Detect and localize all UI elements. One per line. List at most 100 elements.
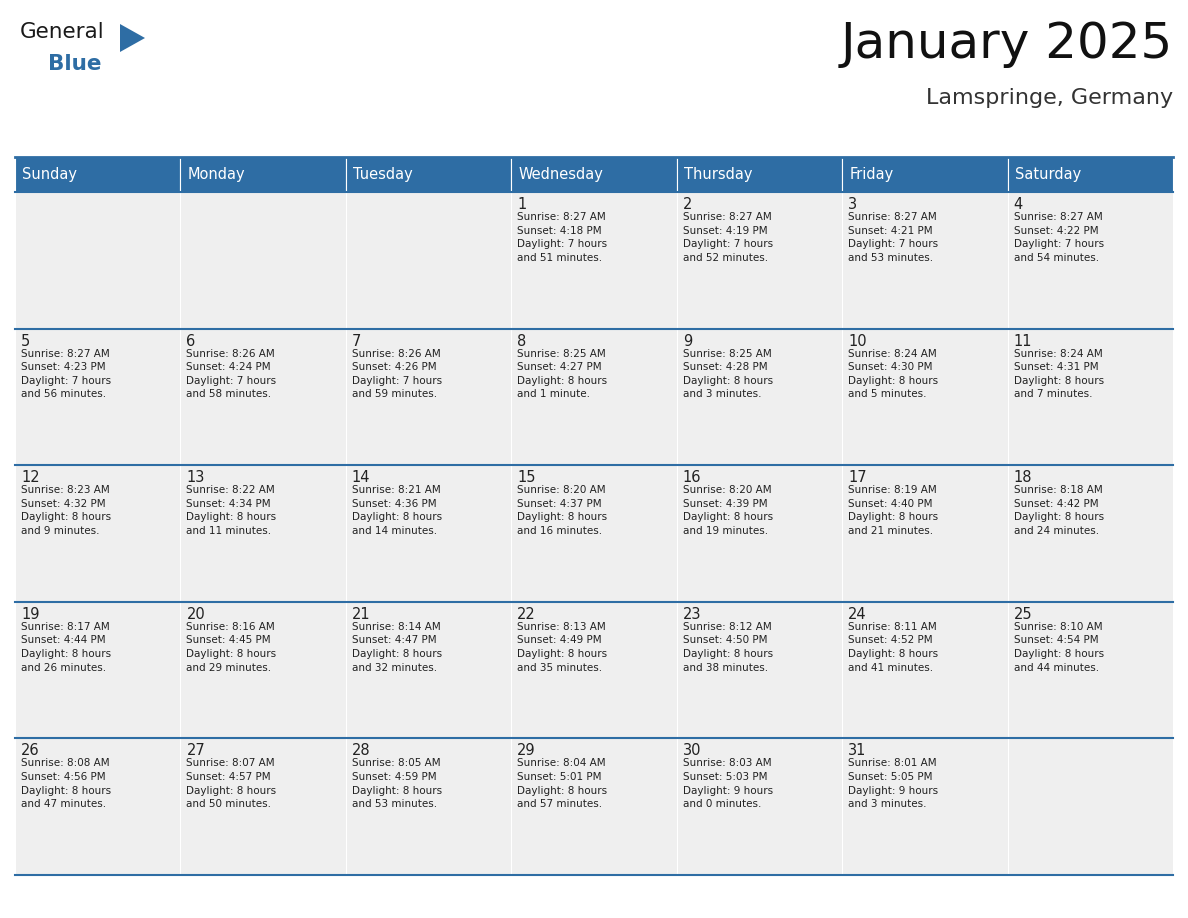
Text: 3: 3 <box>848 197 858 212</box>
Bar <box>1007 465 1173 602</box>
Text: 6: 6 <box>187 333 196 349</box>
Text: Friday: Friday <box>849 167 893 182</box>
Text: 10: 10 <box>848 333 867 349</box>
Bar <box>842 738 1007 875</box>
Text: Sunrise: 8:25 AM
Sunset: 4:27 PM
Daylight: 8 hours
and 1 minute.: Sunrise: 8:25 AM Sunset: 4:27 PM Dayligh… <box>517 349 607 399</box>
Bar <box>677 465 842 602</box>
Text: Sunrise: 8:13 AM
Sunset: 4:49 PM
Daylight: 8 hours
and 35 minutes.: Sunrise: 8:13 AM Sunset: 4:49 PM Dayligh… <box>517 621 607 673</box>
Text: Sunrise: 8:05 AM
Sunset: 4:59 PM
Daylight: 8 hours
and 53 minutes.: Sunrise: 8:05 AM Sunset: 4:59 PM Dayligh… <box>352 758 442 809</box>
Bar <box>1007 738 1173 875</box>
Text: 27: 27 <box>187 744 206 758</box>
Text: 15: 15 <box>517 470 536 486</box>
Bar <box>15 738 181 875</box>
Text: Sunrise: 8:19 AM
Sunset: 4:40 PM
Daylight: 8 hours
and 21 minutes.: Sunrise: 8:19 AM Sunset: 4:40 PM Dayligh… <box>848 486 939 536</box>
Text: Sunrise: 8:07 AM
Sunset: 4:57 PM
Daylight: 8 hours
and 50 minutes.: Sunrise: 8:07 AM Sunset: 4:57 PM Dayligh… <box>187 758 277 809</box>
Bar <box>1007 157 1173 192</box>
Text: Sunrise: 8:27 AM
Sunset: 4:22 PM
Daylight: 7 hours
and 54 minutes.: Sunrise: 8:27 AM Sunset: 4:22 PM Dayligh… <box>1013 212 1104 263</box>
Text: 28: 28 <box>352 744 371 758</box>
Text: Thursday: Thursday <box>684 167 752 182</box>
Bar <box>181 329 346 465</box>
Text: Lamspringe, Germany: Lamspringe, Germany <box>925 88 1173 108</box>
Bar <box>15 329 181 465</box>
Bar <box>346 602 511 738</box>
Bar <box>346 738 511 875</box>
Text: Sunrise: 8:18 AM
Sunset: 4:42 PM
Daylight: 8 hours
and 24 minutes.: Sunrise: 8:18 AM Sunset: 4:42 PM Dayligh… <box>1013 486 1104 536</box>
Bar <box>15 602 181 738</box>
Bar <box>677 192 842 329</box>
Text: 11: 11 <box>1013 333 1032 349</box>
Bar <box>181 465 346 602</box>
Bar <box>346 329 511 465</box>
Text: 30: 30 <box>683 744 701 758</box>
Text: 26: 26 <box>21 744 39 758</box>
Bar <box>677 602 842 738</box>
Text: 4: 4 <box>1013 197 1023 212</box>
Bar <box>511 329 677 465</box>
Text: 13: 13 <box>187 470 204 486</box>
Bar <box>181 192 346 329</box>
Text: Sunrise: 8:03 AM
Sunset: 5:03 PM
Daylight: 9 hours
and 0 minutes.: Sunrise: 8:03 AM Sunset: 5:03 PM Dayligh… <box>683 758 773 809</box>
Bar <box>511 157 677 192</box>
Text: Sunrise: 8:14 AM
Sunset: 4:47 PM
Daylight: 8 hours
and 32 minutes.: Sunrise: 8:14 AM Sunset: 4:47 PM Dayligh… <box>352 621 442 673</box>
Text: Sunrise: 8:16 AM
Sunset: 4:45 PM
Daylight: 8 hours
and 29 minutes.: Sunrise: 8:16 AM Sunset: 4:45 PM Dayligh… <box>187 621 277 673</box>
Bar <box>15 465 181 602</box>
Bar <box>15 157 181 192</box>
Text: 31: 31 <box>848 744 866 758</box>
Text: General: General <box>20 22 105 42</box>
Text: 12: 12 <box>21 470 39 486</box>
Text: Sunrise: 8:24 AM
Sunset: 4:30 PM
Daylight: 8 hours
and 5 minutes.: Sunrise: 8:24 AM Sunset: 4:30 PM Dayligh… <box>848 349 939 399</box>
Text: Sunrise: 8:21 AM
Sunset: 4:36 PM
Daylight: 8 hours
and 14 minutes.: Sunrise: 8:21 AM Sunset: 4:36 PM Dayligh… <box>352 486 442 536</box>
Text: Sunrise: 8:26 AM
Sunset: 4:26 PM
Daylight: 7 hours
and 59 minutes.: Sunrise: 8:26 AM Sunset: 4:26 PM Dayligh… <box>352 349 442 399</box>
Bar <box>1007 192 1173 329</box>
Text: Blue: Blue <box>48 54 101 74</box>
Bar <box>842 602 1007 738</box>
Text: Sunrise: 8:20 AM
Sunset: 4:37 PM
Daylight: 8 hours
and 16 minutes.: Sunrise: 8:20 AM Sunset: 4:37 PM Dayligh… <box>517 486 607 536</box>
Bar <box>346 157 511 192</box>
Bar <box>511 465 677 602</box>
Text: 19: 19 <box>21 607 39 621</box>
Text: Sunrise: 8:11 AM
Sunset: 4:52 PM
Daylight: 8 hours
and 41 minutes.: Sunrise: 8:11 AM Sunset: 4:52 PM Dayligh… <box>848 621 939 673</box>
Text: Sunrise: 8:01 AM
Sunset: 5:05 PM
Daylight: 9 hours
and 3 minutes.: Sunrise: 8:01 AM Sunset: 5:05 PM Dayligh… <box>848 758 939 809</box>
Text: Sunrise: 8:08 AM
Sunset: 4:56 PM
Daylight: 8 hours
and 47 minutes.: Sunrise: 8:08 AM Sunset: 4:56 PM Dayligh… <box>21 758 112 809</box>
Text: Sunrise: 8:25 AM
Sunset: 4:28 PM
Daylight: 8 hours
and 3 minutes.: Sunrise: 8:25 AM Sunset: 4:28 PM Dayligh… <box>683 349 773 399</box>
Text: Sunrise: 8:24 AM
Sunset: 4:31 PM
Daylight: 8 hours
and 7 minutes.: Sunrise: 8:24 AM Sunset: 4:31 PM Dayligh… <box>1013 349 1104 399</box>
Bar <box>842 192 1007 329</box>
Text: Sunrise: 8:26 AM
Sunset: 4:24 PM
Daylight: 7 hours
and 58 minutes.: Sunrise: 8:26 AM Sunset: 4:24 PM Dayligh… <box>187 349 277 399</box>
Text: 18: 18 <box>1013 470 1032 486</box>
Text: 24: 24 <box>848 607 867 621</box>
Text: Sunrise: 8:22 AM
Sunset: 4:34 PM
Daylight: 8 hours
and 11 minutes.: Sunrise: 8:22 AM Sunset: 4:34 PM Dayligh… <box>187 486 277 536</box>
Text: 5: 5 <box>21 333 30 349</box>
Text: 16: 16 <box>683 470 701 486</box>
Text: 20: 20 <box>187 607 206 621</box>
Text: 17: 17 <box>848 470 867 486</box>
Text: 2: 2 <box>683 197 693 212</box>
Bar <box>15 192 181 329</box>
Bar <box>842 329 1007 465</box>
Text: Tuesday: Tuesday <box>353 167 412 182</box>
Text: 7: 7 <box>352 333 361 349</box>
Bar <box>181 602 346 738</box>
Text: 25: 25 <box>1013 607 1032 621</box>
Bar <box>181 738 346 875</box>
Bar <box>1007 602 1173 738</box>
Bar <box>181 157 346 192</box>
Bar <box>511 738 677 875</box>
Text: Sunday: Sunday <box>23 167 77 182</box>
Bar <box>1007 329 1173 465</box>
Text: Saturday: Saturday <box>1015 167 1081 182</box>
Text: 23: 23 <box>683 607 701 621</box>
Bar <box>346 192 511 329</box>
Text: 8: 8 <box>517 333 526 349</box>
Text: January 2025: January 2025 <box>841 20 1173 68</box>
Text: Sunrise: 8:27 AM
Sunset: 4:23 PM
Daylight: 7 hours
and 56 minutes.: Sunrise: 8:27 AM Sunset: 4:23 PM Dayligh… <box>21 349 112 399</box>
Text: Sunrise: 8:20 AM
Sunset: 4:39 PM
Daylight: 8 hours
and 19 minutes.: Sunrise: 8:20 AM Sunset: 4:39 PM Dayligh… <box>683 486 773 536</box>
Text: Sunrise: 8:27 AM
Sunset: 4:18 PM
Daylight: 7 hours
and 51 minutes.: Sunrise: 8:27 AM Sunset: 4:18 PM Dayligh… <box>517 212 607 263</box>
Text: Sunrise: 8:10 AM
Sunset: 4:54 PM
Daylight: 8 hours
and 44 minutes.: Sunrise: 8:10 AM Sunset: 4:54 PM Dayligh… <box>1013 621 1104 673</box>
Text: 21: 21 <box>352 607 371 621</box>
Bar <box>677 738 842 875</box>
Text: Sunrise: 8:12 AM
Sunset: 4:50 PM
Daylight: 8 hours
and 38 minutes.: Sunrise: 8:12 AM Sunset: 4:50 PM Dayligh… <box>683 621 773 673</box>
Text: 29: 29 <box>517 744 536 758</box>
Bar <box>511 602 677 738</box>
Bar <box>842 465 1007 602</box>
Bar <box>677 329 842 465</box>
